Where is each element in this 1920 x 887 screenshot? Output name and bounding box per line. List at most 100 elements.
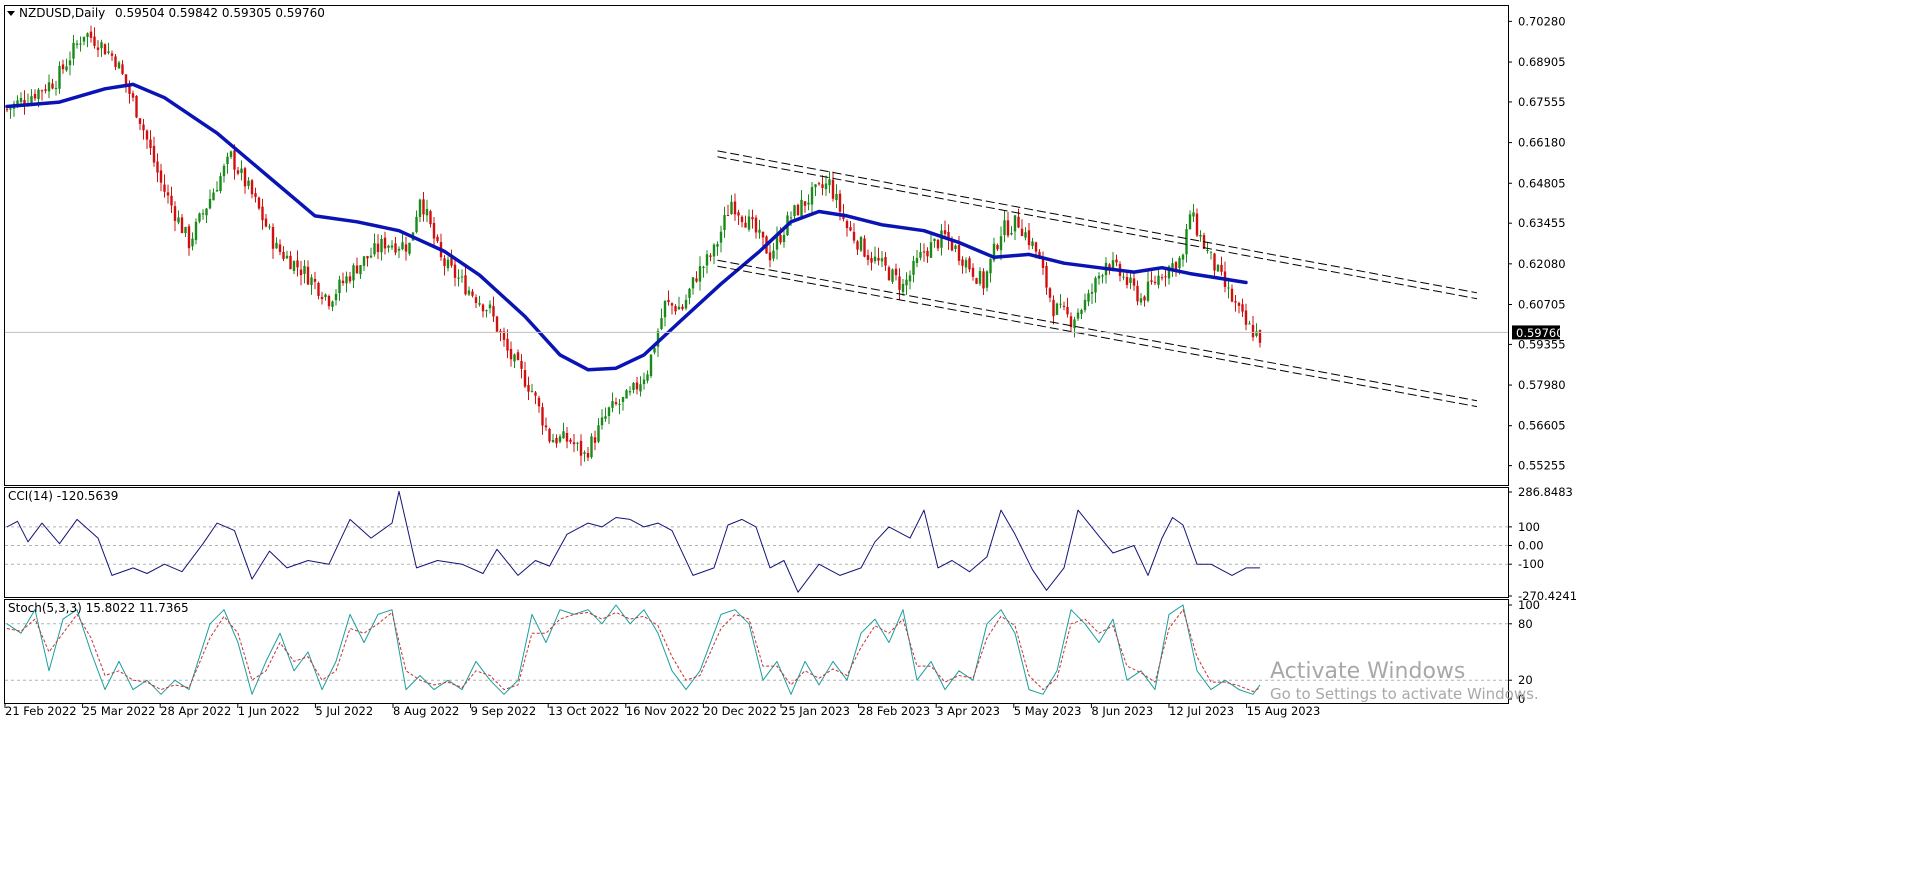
x-tick-label: 16 Nov 2022: [626, 704, 700, 718]
candle: [940, 224, 943, 256]
candle: [891, 268, 894, 284]
candle: [698, 256, 702, 291]
candle: [618, 399, 621, 415]
collapse-arrow-icon[interactable]: [7, 11, 15, 16]
candle: [555, 434, 558, 448]
candle: [593, 430, 597, 451]
candle: [534, 391, 537, 405]
candle: [1122, 272, 1125, 281]
candle: [100, 39, 103, 57]
candle: [135, 95, 138, 119]
candle: [317, 281, 320, 300]
candle: [667, 290, 670, 306]
candle: [359, 265, 362, 279]
candle: [607, 406, 611, 425]
candle: [625, 389, 628, 399]
x-tick-label: 13 Oct 2022: [548, 704, 619, 718]
candle: [817, 181, 821, 186]
candle: [282, 246, 285, 262]
candle: [408, 242, 411, 256]
x-tick-label: 3 Apr 2023: [936, 704, 1000, 718]
candle: [824, 175, 828, 196]
candle: [814, 184, 817, 197]
candle: [1244, 303, 1248, 331]
channel-line: [717, 265, 1478, 408]
candle: [170, 186, 173, 214]
candle: [852, 223, 856, 244]
candle: [166, 184, 170, 204]
candle: [859, 236, 863, 253]
candle: [478, 295, 481, 307]
candle: [933, 238, 936, 248]
candle: [215, 181, 219, 192]
candle: [33, 89, 37, 101]
candle: [156, 153, 159, 183]
candle: [471, 288, 474, 298]
candle: [229, 150, 233, 160]
candle: [373, 233, 376, 257]
channel-line: [717, 150, 1478, 294]
stoch-label: Stoch(5,3,3) 15.8022 11.7365: [8, 601, 189, 615]
candle: [562, 422, 565, 439]
candle: [1174, 260, 1178, 277]
candle: [1073, 316, 1076, 338]
candle: [243, 166, 247, 194]
candle: [173, 201, 177, 232]
candle: [1010, 226, 1013, 236]
candle: [401, 233, 404, 251]
candle: [866, 249, 870, 266]
main-line: [6, 604, 1261, 695]
candle: [975, 277, 978, 285]
candle: [1139, 293, 1143, 306]
candle: [89, 25, 93, 43]
candle: [495, 315, 499, 333]
candle: [1157, 269, 1160, 289]
x-tick-label: 15 Aug 2023: [1247, 704, 1321, 718]
candle: [712, 243, 716, 265]
candle: [1202, 232, 1206, 249]
x-tick-label: 28 Feb 2023: [859, 704, 931, 718]
x-tick-label: 25 Mar 2022: [83, 704, 156, 718]
candle: [1153, 275, 1157, 286]
candle: [450, 249, 453, 268]
candle: [114, 54, 117, 71]
candle: [285, 250, 289, 260]
candle: [1080, 308, 1083, 320]
candle: [1017, 208, 1020, 229]
candle: [506, 329, 509, 359]
candle: [544, 417, 548, 431]
candle: [621, 396, 625, 411]
y-tick-label: 0.57980: [1518, 378, 1566, 392]
candle: [1188, 210, 1192, 230]
candle: [121, 60, 124, 76]
candle: [880, 250, 884, 268]
candle: [887, 265, 891, 281]
candle: [1125, 271, 1129, 289]
candle: [159, 163, 163, 192]
candle: [443, 255, 446, 276]
candle: [352, 263, 355, 288]
candle: [1020, 219, 1024, 237]
candle: [292, 260, 296, 275]
candle: [275, 237, 278, 249]
candle: [530, 383, 534, 393]
y-tick-label: 0.68905: [1518, 55, 1566, 69]
candle: [436, 234, 439, 243]
candle: [926, 247, 929, 263]
candle: [331, 300, 334, 312]
candle: [1206, 241, 1209, 254]
y-tick-label: 0.64805: [1518, 176, 1566, 190]
candle: [345, 271, 348, 293]
candle: [1248, 320, 1251, 325]
candle: [453, 258, 457, 287]
candle: [1027, 223, 1031, 250]
candle: [733, 193, 737, 221]
candle: [1062, 301, 1066, 311]
candle: [387, 244, 390, 253]
candle: [709, 253, 712, 262]
candle: [1132, 272, 1136, 291]
candle: [877, 247, 880, 266]
candle: [856, 239, 859, 256]
moving-average-line: [5, 82, 1248, 372]
